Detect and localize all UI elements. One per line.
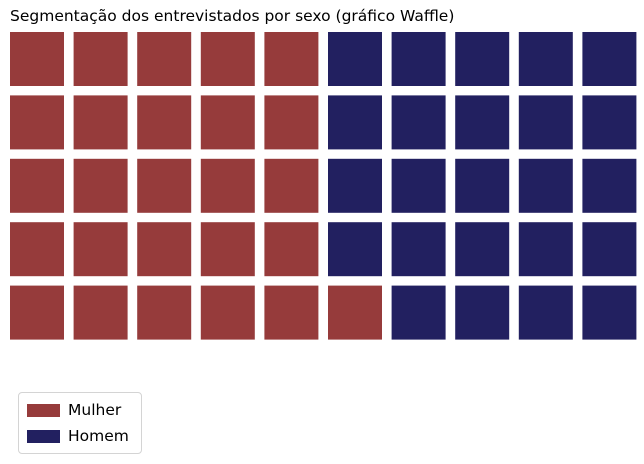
waffle-cell-homem: [391, 222, 446, 277]
waffle-cell-mulher: [73, 285, 128, 340]
waffle-cell-mulher: [10, 32, 64, 86]
waffle-cell-mulher: [137, 285, 192, 340]
waffle-cell-homem: [455, 222, 510, 277]
waffle-cell-homem: [518, 95, 573, 150]
waffle-cell-mulher: [200, 285, 255, 340]
waffle-cell-mulher: [10, 95, 64, 150]
waffle-cell-homem: [518, 32, 573, 86]
chart-title: Segmentação dos entrevistados por sexo (…: [10, 7, 455, 25]
waffle-cell-homem: [455, 285, 510, 340]
waffle-cell-homem: [582, 158, 637, 213]
waffle-cell-homem: [455, 95, 510, 150]
waffle-cell-mulher: [73, 95, 128, 150]
waffle-cell-homem: [582, 95, 637, 150]
waffle-cell-mulher: [200, 95, 255, 150]
waffle-cell-mulher: [264, 158, 319, 213]
waffle-cell-homem: [518, 285, 573, 340]
waffle-cell-mulher: [137, 32, 192, 86]
waffle-cell-homem: [391, 95, 446, 150]
waffle-cell-mulher: [137, 95, 192, 150]
waffle-cell-homem: [391, 285, 446, 340]
waffle-cell-homem: [518, 158, 573, 213]
waffle-cell-mulher: [264, 95, 319, 150]
waffle-cell-mulher: [10, 158, 64, 213]
waffle-cell-homem: [328, 222, 382, 277]
waffle-cell-homem: [582, 285, 637, 340]
waffle-cell-homem: [518, 222, 573, 277]
waffle-cell-homem: [582, 32, 637, 86]
waffle-cell-homem: [455, 32, 510, 86]
waffle-cell-homem: [328, 158, 382, 213]
waffle-cell-mulher: [73, 32, 128, 86]
legend: Mulher Homem: [18, 392, 142, 454]
legend-label-homem: Homem: [68, 427, 129, 445]
waffle-cell-mulher: [264, 222, 319, 277]
waffle-cell-mulher: [73, 158, 128, 213]
legend-item-mulher: Mulher: [27, 397, 141, 423]
waffle-cell-mulher: [10, 285, 64, 340]
waffle-cell-homem: [391, 32, 446, 86]
legend-label-mulher: Mulher: [68, 401, 122, 419]
waffle-cell-mulher: [328, 285, 382, 340]
waffle-cell-homem: [582, 222, 637, 277]
waffle-cell-homem: [391, 158, 446, 213]
legend-swatch-homem: [27, 429, 60, 443]
waffle-cell-mulher: [137, 222, 192, 277]
waffle-cell-mulher: [73, 222, 128, 277]
waffle-cell-mulher: [200, 32, 255, 86]
waffle-cell-mulher: [264, 32, 319, 86]
legend-item-homem: Homem: [27, 423, 141, 449]
waffle-chart: [10, 32, 637, 340]
waffle-cell-mulher: [264, 285, 319, 340]
waffle-cell-mulher: [137, 158, 192, 213]
waffle-cell-mulher: [200, 158, 255, 213]
waffle-cell-homem: [455, 158, 510, 213]
waffle-cell-homem: [328, 32, 382, 86]
waffle-cell-homem: [328, 95, 382, 150]
legend-swatch-mulher: [27, 403, 60, 417]
waffle-cell-mulher: [200, 222, 255, 277]
waffle-cell-mulher: [10, 222, 64, 277]
